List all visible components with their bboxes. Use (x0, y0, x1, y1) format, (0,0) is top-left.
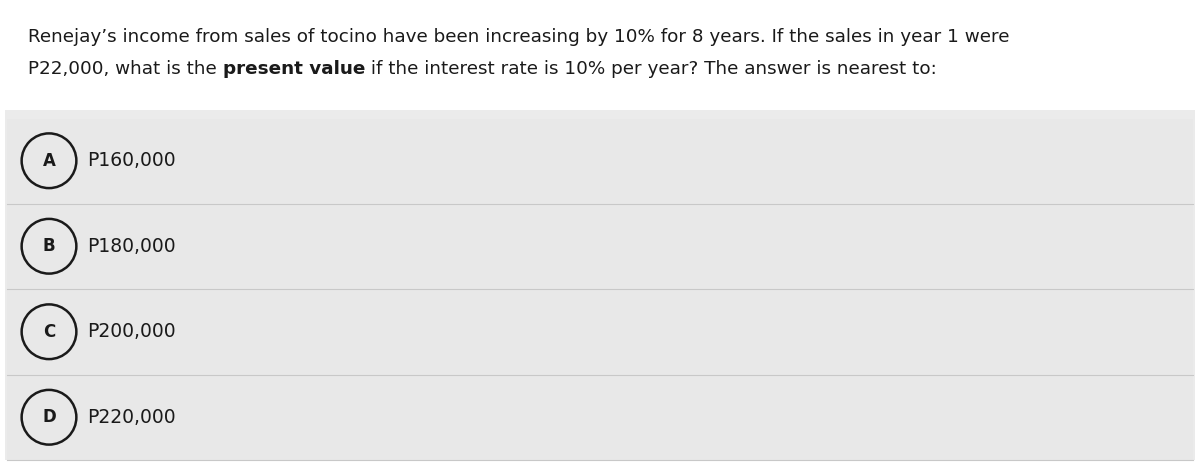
Text: P220,000: P220,000 (88, 408, 175, 427)
Bar (7, 290, 1193, 374)
Bar (7, 376, 1193, 460)
Text: Renejay’s income from sales of tocino have been increasing by 10% for 8 years. I: Renejay’s income from sales of tocino ha… (28, 28, 1009, 46)
Bar (7, 119, 1193, 204)
Text: present value: present value (223, 60, 365, 78)
Bar (5, 5, 1195, 110)
Text: P160,000: P160,000 (88, 151, 175, 170)
Text: A: A (42, 152, 55, 170)
Text: P22,000, what is the: P22,000, what is the (28, 60, 223, 78)
Text: if the interest rate is 10% per year? The answer is nearest to:: if the interest rate is 10% per year? Th… (365, 60, 937, 78)
Text: P200,000: P200,000 (88, 322, 175, 341)
Text: C: C (43, 323, 55, 341)
Text: B: B (43, 237, 55, 255)
Text: D: D (42, 408, 56, 426)
Text: P180,000: P180,000 (88, 237, 175, 256)
Bar (7, 205, 1193, 289)
